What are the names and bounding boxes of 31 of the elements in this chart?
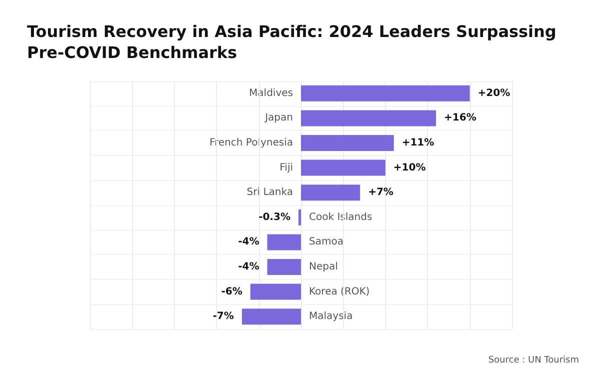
y-tick-label: Korea (ROK)	[309, 286, 370, 298]
data-label: +7%	[368, 187, 394, 198]
y-tick-label: Malaysia	[309, 311, 353, 322]
y-tick-label: Sri Lanka	[246, 187, 293, 198]
bar	[301, 160, 386, 176]
data-label: -0.3%	[258, 212, 290, 223]
y-tick-label: Cook Islands	[309, 212, 372, 223]
y-tick-label: Nepal	[309, 262, 338, 272]
bar	[242, 308, 301, 325]
bar	[250, 284, 301, 300]
bar	[301, 135, 394, 151]
data-label: -6%	[221, 286, 242, 298]
y-tick-label: Fiji	[280, 162, 293, 174]
data-label: -4%	[238, 262, 260, 272]
bar	[298, 209, 301, 226]
y-tick-label: Japan	[264, 112, 293, 124]
data-label: +10%	[393, 162, 426, 174]
y-tick-label: Maldives	[249, 88, 293, 99]
data-label: +16%	[444, 112, 476, 124]
bar	[267, 259, 301, 275]
chart-title: Tourism Recovery in Asia Pacific: 2024 Leaders Surpassing Pre-COVID Benchmarks	[27, 22, 562, 62]
bar	[301, 110, 436, 126]
source-note: Source : UN Tourism	[488, 356, 580, 366]
data-label: -4%	[238, 236, 260, 248]
data-label: +11%	[402, 138, 434, 148]
data-label: -7%	[212, 311, 234, 322]
y-tick-label: Samoa	[309, 236, 344, 248]
bar	[301, 85, 470, 102]
bar	[301, 184, 360, 201]
bar	[267, 234, 301, 250]
data-label: +20%	[478, 88, 510, 99]
